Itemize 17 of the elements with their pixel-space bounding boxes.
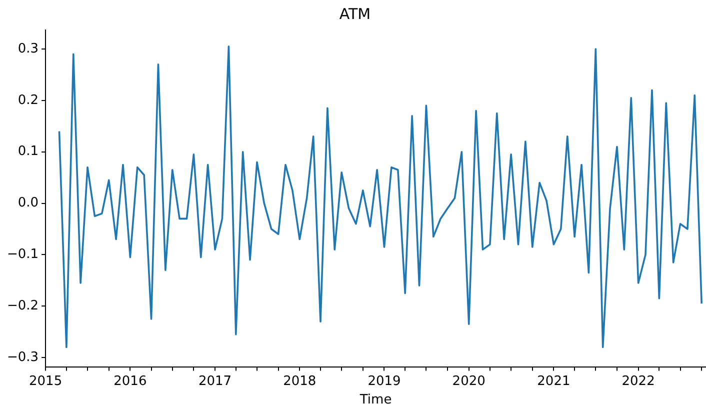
x-tick-label: 2016: [114, 374, 147, 389]
x-tick-label: 2018: [283, 374, 316, 389]
y-tick-label: 0.3: [18, 41, 39, 56]
y-tick-label: 0.2: [18, 92, 39, 108]
x-tick-label: 2017: [198, 374, 232, 389]
y-tick-label: −0.3: [6, 350, 39, 365]
x-tick-label: 2021: [537, 374, 570, 389]
x-axis-title: Time: [358, 392, 392, 408]
y-tick-label: 0.1: [18, 144, 39, 160]
x-tick-label: 2019: [368, 374, 401, 389]
x-tick-label: 2020: [452, 374, 486, 389]
chart-title: ATM: [339, 4, 371, 23]
y-tick-label: 0.0: [18, 196, 39, 211]
y-tick-label: −0.1: [6, 247, 39, 262]
x-tick-label: 2022: [622, 374, 655, 389]
y-tick-label: −0.2: [6, 298, 39, 314]
x-tick-label: 2015: [29, 374, 62, 389]
